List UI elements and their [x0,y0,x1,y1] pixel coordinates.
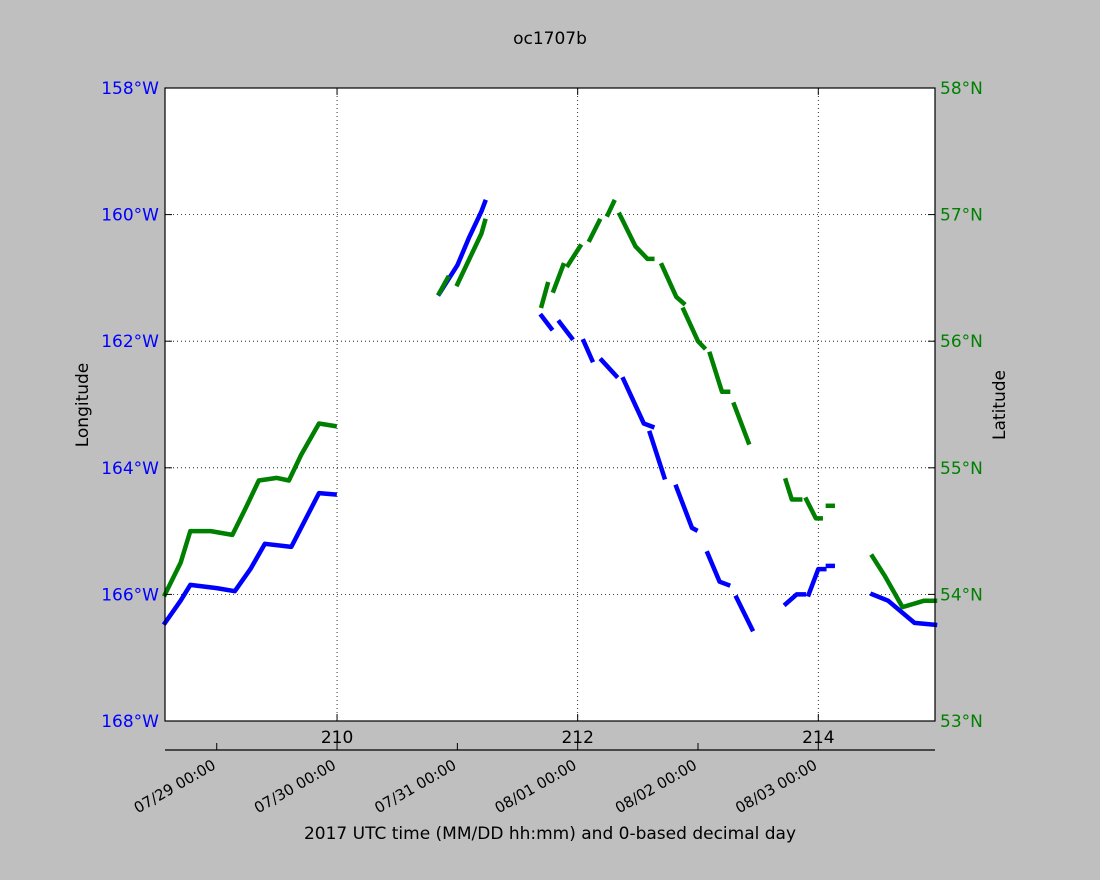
longitude-track-segment [733,594,756,633]
latitude-track-segment [161,421,338,598]
chart-title: oc1707b [513,29,587,49]
plot-frame [164,87,936,722]
latitude-track-segment [680,306,708,351]
latitude-track-segment [707,351,731,395]
y-axis-left: 168°W 166°W 164°W 162°W 160°W 158°W [101,79,172,732]
y-tick-label-right: 57°N [940,206,983,226]
longitude-track-segment [704,550,731,588]
latitude-track-segment [454,218,488,288]
x-axis-label: 2017 UTC time (MM/DD hh:mm) and 0-based … [304,824,796,844]
y-tick-label-left: 166°W [101,585,159,605]
latitude-track-segment [604,198,617,218]
latitude-track-segment [538,281,551,309]
y-axis-label-right: Latitude [990,370,1010,440]
latitude-track-segment [616,211,655,262]
x-tick-label-decimal: 214 [802,728,834,748]
longitude-track-segment [556,319,575,342]
latitude-track-segment [586,217,603,243]
latitude-track-segment [658,262,687,307]
x-tick-label-decimal: 212 [561,728,593,748]
y-axis-right: 53°N 54°N 55°N 56°N 57°N 58°N [928,79,983,732]
longitude-track-segment [161,490,338,627]
latitude-track-segment [869,553,938,610]
latitude-track-segment [731,401,752,446]
longitude-track-segment [673,483,699,533]
latitude-track-segment [436,274,451,297]
longitude-track-segment [620,376,656,430]
longitude-track-segment [782,592,807,608]
y-tick-label-left: 164°W [101,459,159,479]
longitude-track-segment [436,198,488,297]
latitude-track-segment [803,496,823,521]
latitude-track-segment [564,243,584,269]
y-tick-label-right: 58°N [940,79,983,99]
latitude-track-segment [782,477,803,502]
longitude-track-segment [647,430,668,481]
y-tick-label-left: 160°W [101,206,159,226]
longitude-track-segment [538,312,555,332]
x-tick-label-decimal: 210 [321,728,353,748]
latitude-track-segment [550,262,567,294]
longitude-track-segment [805,566,827,598]
y-axis-label-left: Longitude [73,363,93,448]
y-tick-label-left: 168°W [101,712,159,732]
longitude-track-segment [580,338,596,364]
y-tick-label-left: 162°W [101,332,159,352]
x-axis-decimal-day: 210 212 214 [321,88,835,748]
grid-lines [165,88,935,721]
longitude-track-segment [598,357,620,380]
y-tick-label-right: 55°N [940,459,983,479]
longitude-track-segment [869,591,938,628]
y-tick-label-right: 53°N [940,712,983,732]
plot-area [165,88,935,721]
y-tick-label-right: 56°N [940,332,983,352]
data-series [161,198,938,633]
y-tick-label-left: 158°W [101,79,159,99]
y-tick-label-right: 54°N [940,585,983,605]
